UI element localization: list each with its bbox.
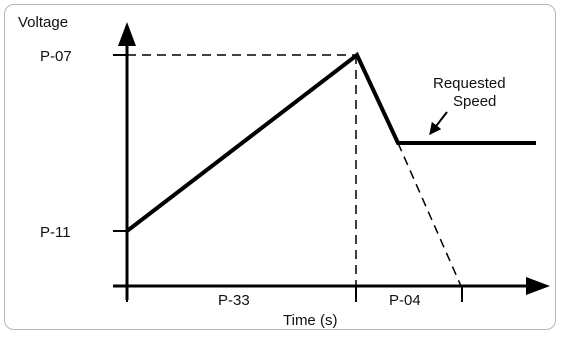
voltage-profile-line	[125, 51, 536, 233]
requested-speed-arrow-icon	[429, 111, 448, 135]
annotation-line1: Requested	[433, 75, 506, 92]
x-axis-label: Time (s)	[283, 312, 337, 329]
y-axis-arrow-icon	[118, 22, 136, 46]
y-tick-label-upper: P-07	[40, 48, 72, 65]
x-segment-label-second: P-04	[389, 292, 421, 309]
x-axis-arrow-icon	[526, 277, 550, 295]
x-segment-label-first: P-33	[218, 292, 250, 309]
y-tick-label-lower: P-11	[40, 224, 71, 241]
annotation-line2: Speed	[453, 93, 496, 110]
diagram-frame	[4, 4, 556, 330]
y-axis-label: Voltage	[18, 14, 68, 31]
dashed-ramp-down	[397, 142, 462, 287]
